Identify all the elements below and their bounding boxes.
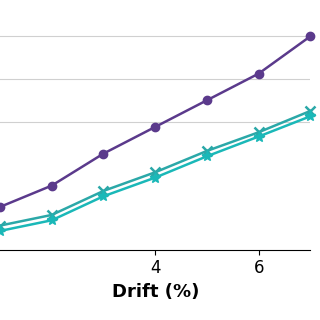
Series 3 [257,135,260,139]
Series 2 [257,130,260,134]
Series 1 [0,205,2,209]
Series 3 [153,176,157,180]
Series 3 [205,154,209,158]
Series 2 [101,189,105,193]
Line: Series 3: Series 3 [0,111,316,236]
Line: Series 1: Series 1 [0,32,315,211]
X-axis label: Drift (%): Drift (%) [111,283,199,301]
Series 3 [101,194,105,198]
Series 1 [257,72,260,76]
Series 1 [153,125,157,129]
Series 1 [205,98,209,102]
Series 1 [308,34,312,38]
Series 2 [153,170,157,174]
Series 3 [308,114,312,118]
Series 2 [205,149,209,153]
Series 1 [101,152,105,156]
Series 2 [50,213,54,217]
Series 3 [0,229,2,233]
Series 2 [0,224,2,228]
Series 1 [50,184,54,188]
Series 3 [50,218,54,222]
Line: Series 2: Series 2 [0,106,315,230]
Series 2 [308,109,312,113]
